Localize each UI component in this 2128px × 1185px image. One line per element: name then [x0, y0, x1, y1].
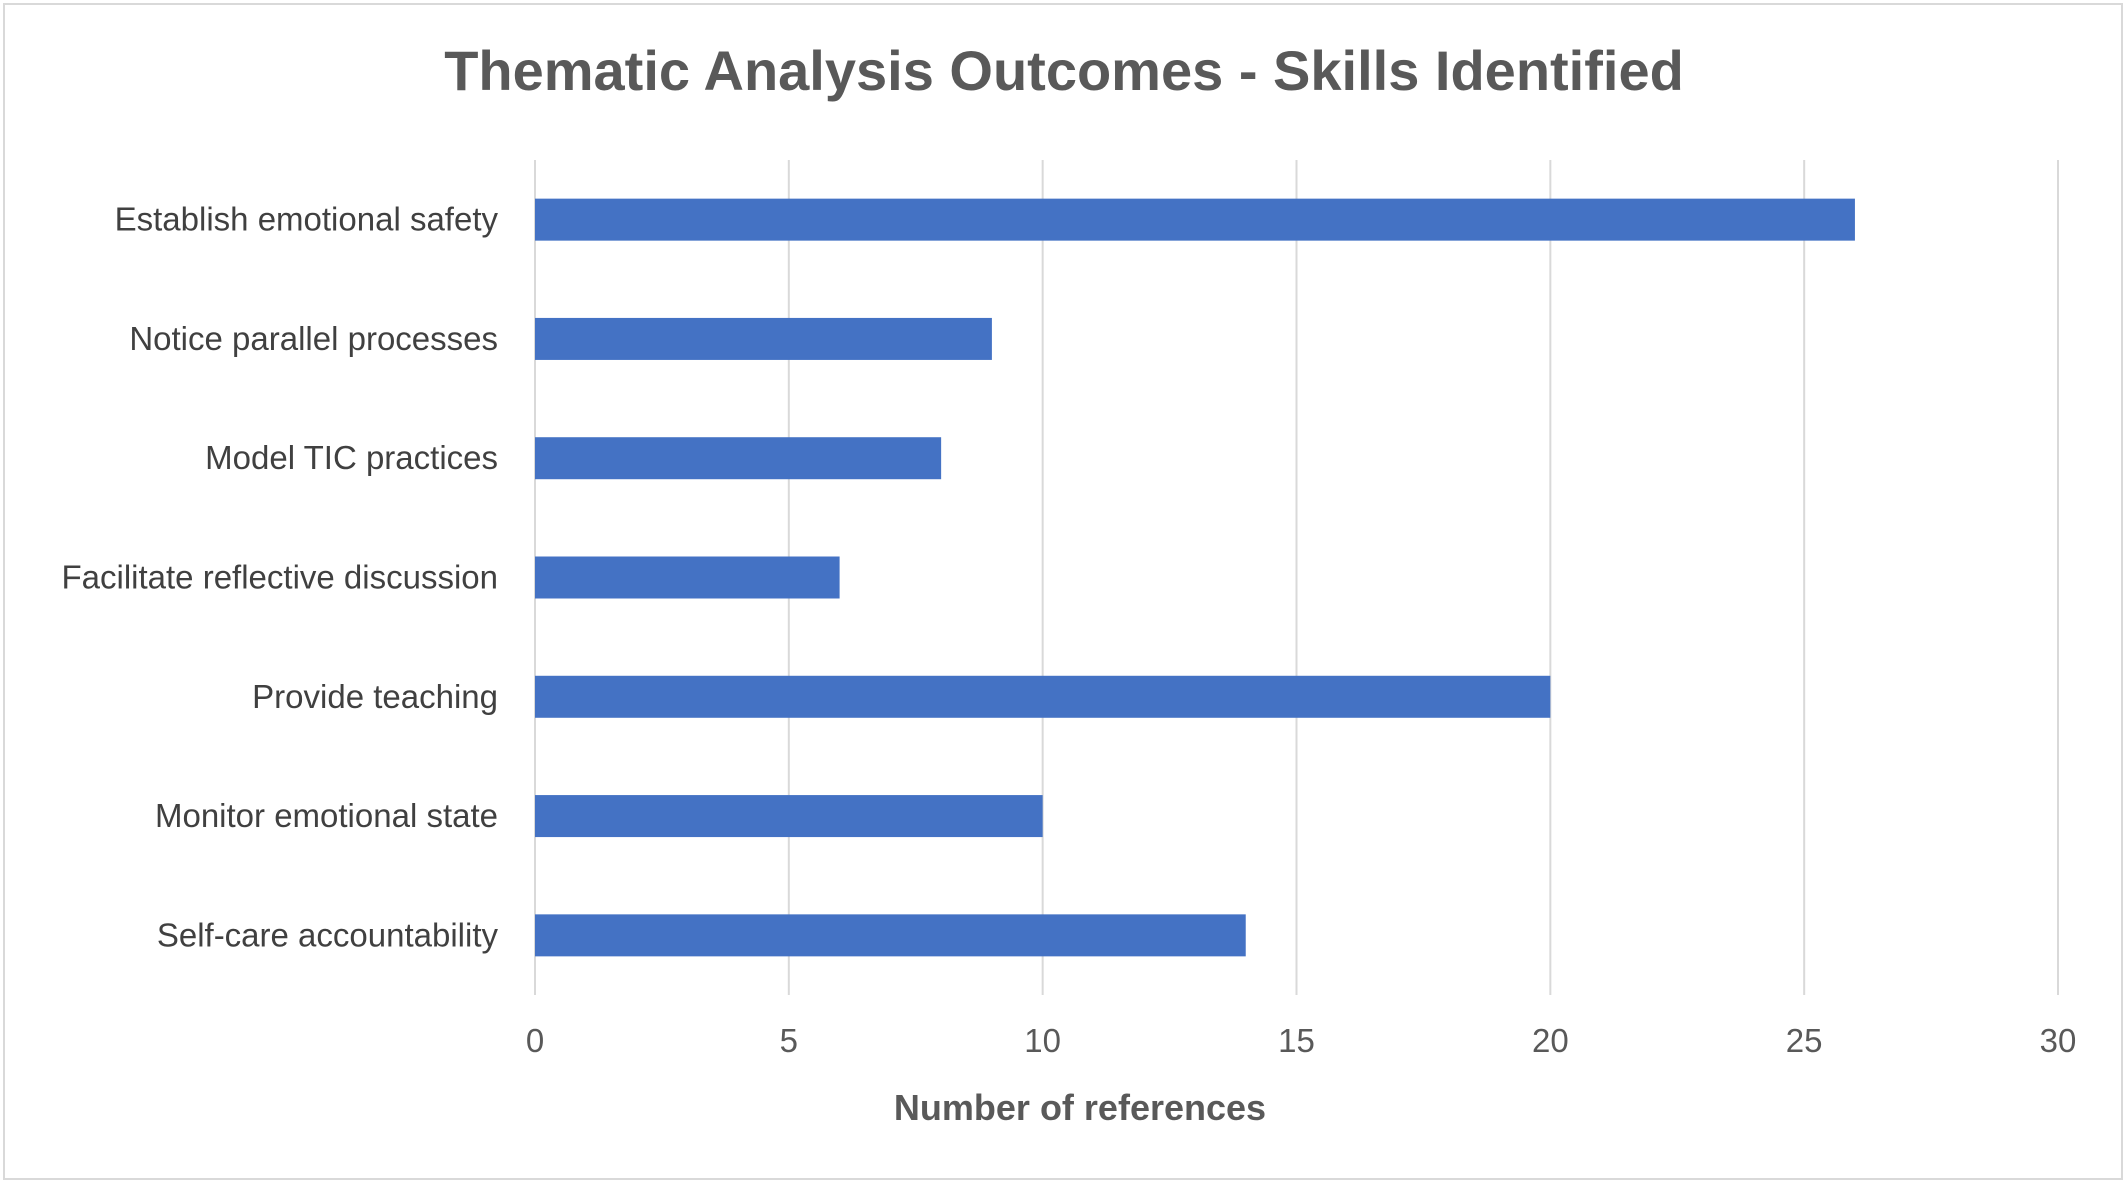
category-label: Self-care accountability — [157, 916, 499, 953]
x-tick-label: 0 — [526, 1022, 544, 1059]
x-tick-label: 5 — [780, 1022, 798, 1059]
bar — [535, 437, 942, 480]
bar — [535, 914, 1246, 957]
bar — [535, 556, 840, 599]
bars — [535, 198, 1855, 957]
chart-title: Thematic Analysis Outcomes - Skills Iden… — [444, 39, 1684, 102]
x-axis-title: Number of references — [894, 1087, 1266, 1128]
bar — [535, 317, 992, 360]
category-label: Provide teaching — [252, 678, 498, 715]
x-tick-label: 10 — [1024, 1022, 1061, 1059]
category-label: Monitor emotional state — [155, 797, 498, 834]
bar — [535, 795, 1043, 838]
bar — [535, 198, 1855, 241]
category-label: Notice parallel processes — [129, 320, 498, 357]
x-tick-label: 15 — [1278, 1022, 1315, 1059]
bar — [535, 675, 1551, 718]
category-labels: Establish emotional safety Notice paralle… — [61, 201, 498, 954]
x-tick-label: 25 — [1786, 1022, 1823, 1059]
x-tick-label: 20 — [1532, 1022, 1569, 1059]
gridlines — [534, 160, 2059, 995]
category-label: Facilitate reflective discussion — [61, 559, 498, 596]
category-label: Establish emotional safety — [115, 201, 499, 238]
x-tick-label: 30 — [2040, 1022, 2077, 1059]
category-label: Model TIC practices — [205, 439, 498, 476]
x-tick-labels: 0 5 10 15 20 25 30 — [526, 1022, 2077, 1059]
